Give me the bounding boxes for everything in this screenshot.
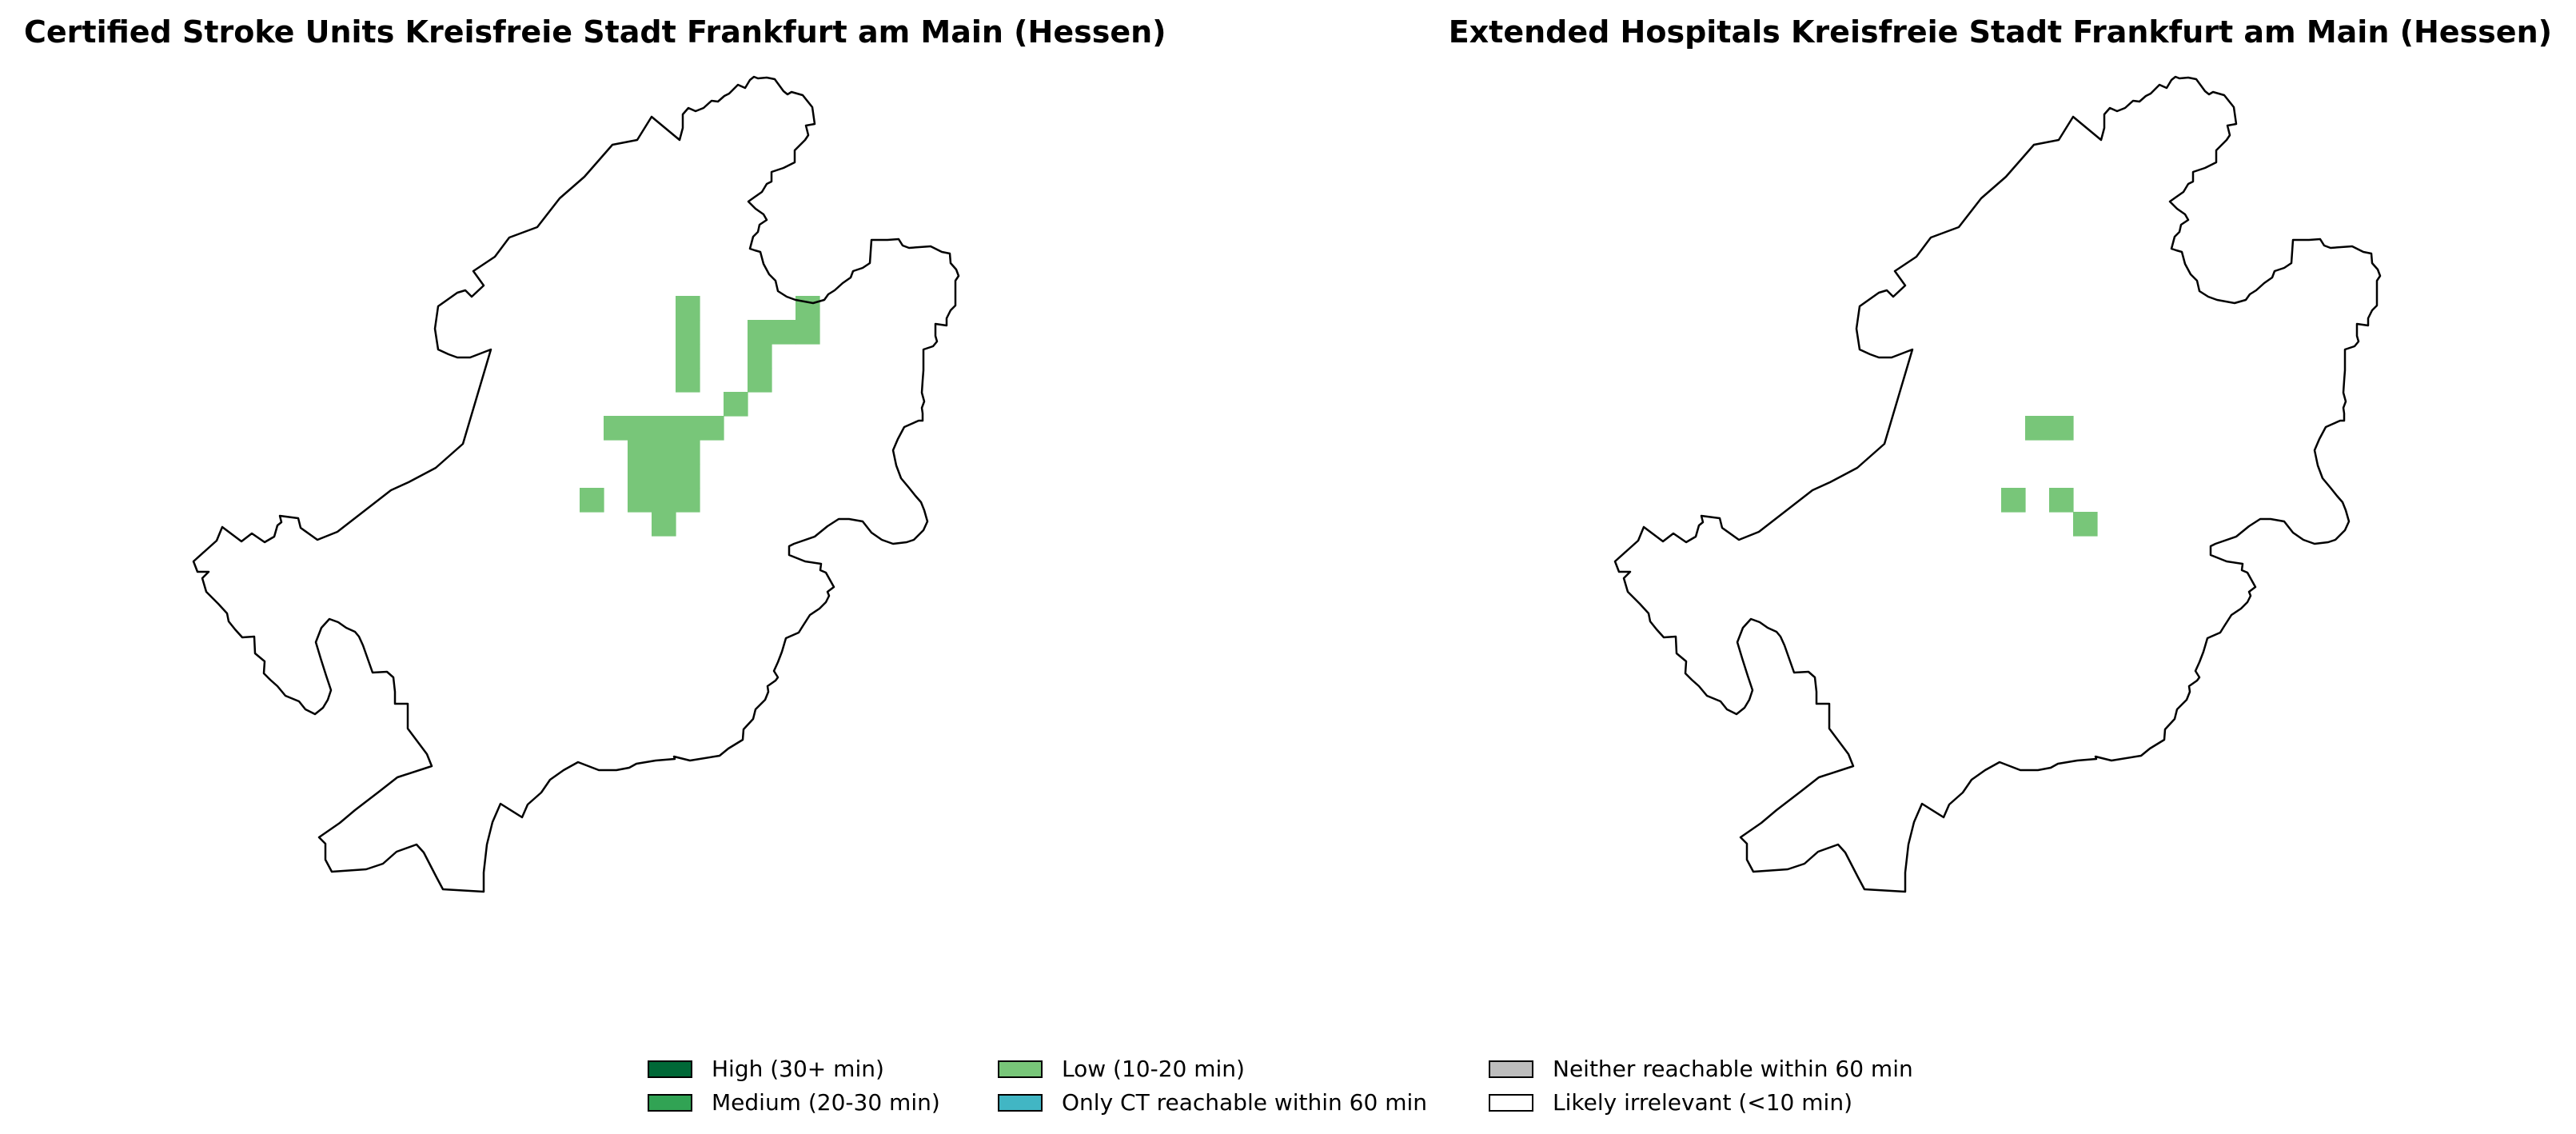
reachability-cell: [652, 416, 676, 441]
reachability-cell: [676, 416, 700, 441]
reachability-cell: [676, 344, 700, 369]
legend-label-irrelevant: Likely irrelevant (<10 min): [1553, 1089, 1852, 1116]
reachability-cell: [628, 464, 652, 489]
reachability-cells-stroke-units: [580, 296, 820, 537]
reachability-cell: [724, 392, 748, 417]
reachability-cell: [580, 488, 604, 513]
legend-label-low: Low (10-20 min): [1062, 1056, 1245, 1082]
legend-swatch-low: [998, 1060, 1043, 1078]
reachability-cell: [2049, 488, 2074, 513]
reachability-cell: [2049, 416, 2074, 441]
reachability-cell: [652, 464, 676, 489]
legend-label-high: High (30+ min): [712, 1056, 884, 1082]
map-extended-hospitals: [1613, 75, 2382, 893]
legend-swatch-medium: [648, 1093, 692, 1112]
legend-item: Only CT reachable within 60 min: [998, 1089, 1427, 1116]
reachability-cell: [628, 416, 652, 441]
reachability-cell: [652, 512, 676, 537]
reachability-cell: [748, 344, 772, 369]
legend-item: Neither reachable within 60 min: [1489, 1056, 1913, 1082]
map-title-extended-hospitals: Extended Hospitals Kreisfreie Stadt Fran…: [1448, 14, 2552, 50]
reachability-cell: [676, 488, 700, 513]
legend-item: Likely irrelevant (<10 min): [1489, 1089, 1852, 1116]
reachability-cell: [2073, 512, 2098, 537]
reachability-cell: [748, 368, 772, 393]
reachability-cell: [676, 368, 700, 393]
reachability-cell: [628, 488, 652, 513]
legend-item: Medium (20-30 min): [648, 1089, 940, 1116]
reachability-cell: [2025, 416, 2050, 441]
reachability-cell: [748, 320, 772, 345]
reachability-cell: [676, 440, 700, 465]
reachability-cell: [676, 320, 700, 345]
legend-label-medium: Medium (20-30 min): [712, 1089, 940, 1116]
legend-swatch-irrelevant: [1489, 1093, 1533, 1112]
legend-label-only-ct: Only CT reachable within 60 min: [1062, 1089, 1428, 1116]
reachability-cell: [676, 296, 700, 321]
map-stroke-units: [192, 75, 960, 893]
legend-item: High (30+ min): [648, 1056, 884, 1082]
reachability-cell: [700, 416, 724, 441]
legend-swatch-high: [648, 1060, 692, 1078]
legend-swatch-neither: [1489, 1060, 1533, 1078]
frankfurt-boundary-left: [192, 75, 960, 893]
reachability-cells-extended-hospitals: [2001, 416, 2098, 537]
reachability-cell: [676, 464, 700, 489]
frankfurt-boundary-right: [1613, 75, 2382, 893]
reachability-cell: [652, 488, 676, 513]
reachability-cell: [2001, 488, 2026, 513]
reachability-cell: [772, 320, 796, 345]
map-title-stroke-units: Certified Stroke Units Kreisfreie Stadt …: [24, 14, 1166, 50]
reachability-cell: [652, 440, 676, 465]
legend-item: Low (10-20 min): [998, 1056, 1245, 1082]
legend-label-neither: Neither reachable within 60 min: [1553, 1056, 1913, 1082]
reachability-cell: [628, 440, 652, 465]
reachability-cell: [796, 320, 820, 345]
reachability-cell: [604, 416, 628, 441]
legend-swatch-only-ct: [998, 1093, 1043, 1112]
